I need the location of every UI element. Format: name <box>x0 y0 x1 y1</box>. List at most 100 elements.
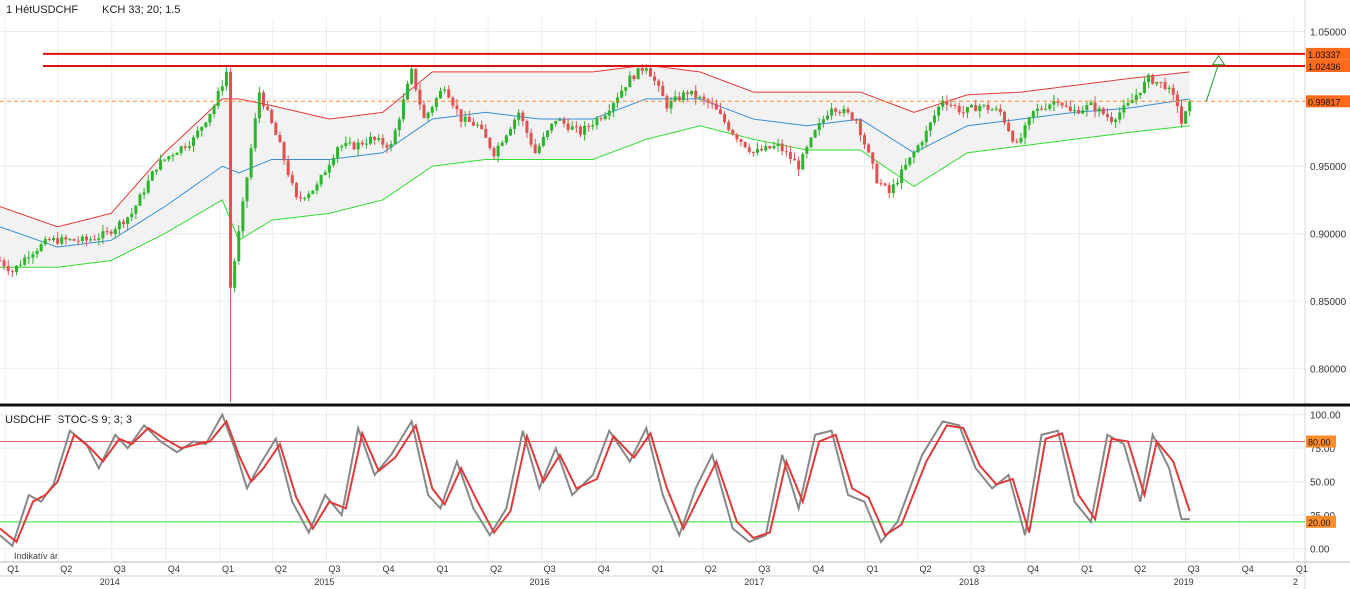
candle-body <box>644 68 648 71</box>
keltner-middle-line <box>0 98 1190 248</box>
candle-body <box>191 137 195 146</box>
candle-body <box>809 137 813 148</box>
candle-body <box>669 100 673 109</box>
candle-body <box>27 257 31 259</box>
candle-body <box>537 146 541 154</box>
candle-body <box>2 260 6 267</box>
x-tick-label: Q4 <box>812 564 824 574</box>
x-tick-label: Q3 <box>973 564 985 574</box>
candle-body <box>1031 110 1035 118</box>
candle-body <box>1101 108 1105 114</box>
candle-body <box>282 142 286 161</box>
candle-body <box>508 128 512 136</box>
candle-body <box>830 108 834 116</box>
candle-body <box>200 126 204 131</box>
candle-body <box>76 240 80 242</box>
x-tick-label: Q1 <box>652 564 664 574</box>
candle-body <box>550 123 554 131</box>
candle-body <box>480 124 484 129</box>
candle-body <box>941 100 945 107</box>
candle-body <box>1007 122 1011 132</box>
year-label: 2015 <box>314 577 334 587</box>
x-tick-label: Q3 <box>328 564 340 574</box>
candle-body <box>661 85 665 97</box>
candle-body <box>229 71 233 288</box>
x-tick-label: Q1 <box>437 564 449 574</box>
candle-body <box>517 112 521 120</box>
candle-body <box>685 92 689 95</box>
candle-body <box>422 104 426 119</box>
candle-body <box>599 118 603 120</box>
x-tick-label: Q4 <box>168 564 180 574</box>
candle-body <box>616 97 620 104</box>
candle-body <box>760 148 764 151</box>
candle-body <box>134 205 138 214</box>
candle-body <box>1184 111 1188 124</box>
stoch-level-tag <box>1306 435 1336 448</box>
candle-body <box>937 106 941 116</box>
candle-body <box>945 100 949 105</box>
candle-body <box>348 142 352 144</box>
candle-body <box>731 129 735 135</box>
candle-body <box>159 160 163 170</box>
x-tick-label: Q1 <box>1296 564 1308 574</box>
price-y-tick-label: 0.85000 <box>1310 297 1347 308</box>
candle-body <box>356 142 360 150</box>
stoch-y-tick-label: 50.00 <box>1310 478 1335 489</box>
candle-body <box>1072 109 1076 112</box>
candle-body <box>1093 102 1097 112</box>
candle-body <box>611 103 615 111</box>
candle-body <box>122 221 126 225</box>
candle-body <box>793 158 797 161</box>
candle-body <box>665 96 669 109</box>
candle-body <box>1011 131 1015 142</box>
candle-body <box>245 177 249 202</box>
candle-body <box>978 105 982 112</box>
candle-body <box>628 75 632 88</box>
candle-body <box>1019 137 1023 143</box>
candle-body <box>451 97 455 106</box>
candle-body <box>974 105 978 112</box>
candle-body <box>163 159 167 161</box>
stoch-level-label: 20.00 <box>1308 518 1331 528</box>
candle-body <box>327 165 331 173</box>
candle-body <box>447 89 451 98</box>
candle-body <box>990 109 994 111</box>
candle-body <box>825 115 829 120</box>
candle-body <box>1122 105 1126 113</box>
candle-body <box>949 104 953 106</box>
candle-body <box>303 197 307 199</box>
x-tick-label: Q3 <box>758 564 770 574</box>
candle-body <box>1081 110 1085 114</box>
candle-body <box>488 137 492 149</box>
candle-body <box>904 164 908 170</box>
candle-body <box>673 96 677 101</box>
candle-body <box>702 96 706 100</box>
candles <box>0 64 1192 402</box>
candle-body <box>755 148 759 153</box>
candle-body <box>1142 81 1146 93</box>
candle-body <box>467 116 471 122</box>
candle-body <box>883 183 887 186</box>
candle-body <box>455 105 459 110</box>
candle-body <box>1064 105 1068 107</box>
stoch-level-tag <box>1306 515 1336 528</box>
year-label: 2017 <box>744 577 764 587</box>
candle-body <box>784 151 788 153</box>
candle-body <box>237 231 241 262</box>
candle-body <box>891 184 895 194</box>
candle-body <box>286 160 290 176</box>
candle-body <box>900 169 904 183</box>
symbol-label: USDCHF <box>32 4 79 16</box>
candle-body <box>126 217 130 225</box>
x-tick-label: Q1 <box>7 564 19 574</box>
candle-body <box>1056 100 1060 103</box>
candle-body <box>1027 117 1031 126</box>
candle-body <box>1179 106 1183 124</box>
current-price-tag <box>1306 95 1350 108</box>
candle-body <box>710 102 714 104</box>
candle-body <box>23 257 27 265</box>
candle-body <box>389 144 393 148</box>
candle-body <box>426 112 430 119</box>
